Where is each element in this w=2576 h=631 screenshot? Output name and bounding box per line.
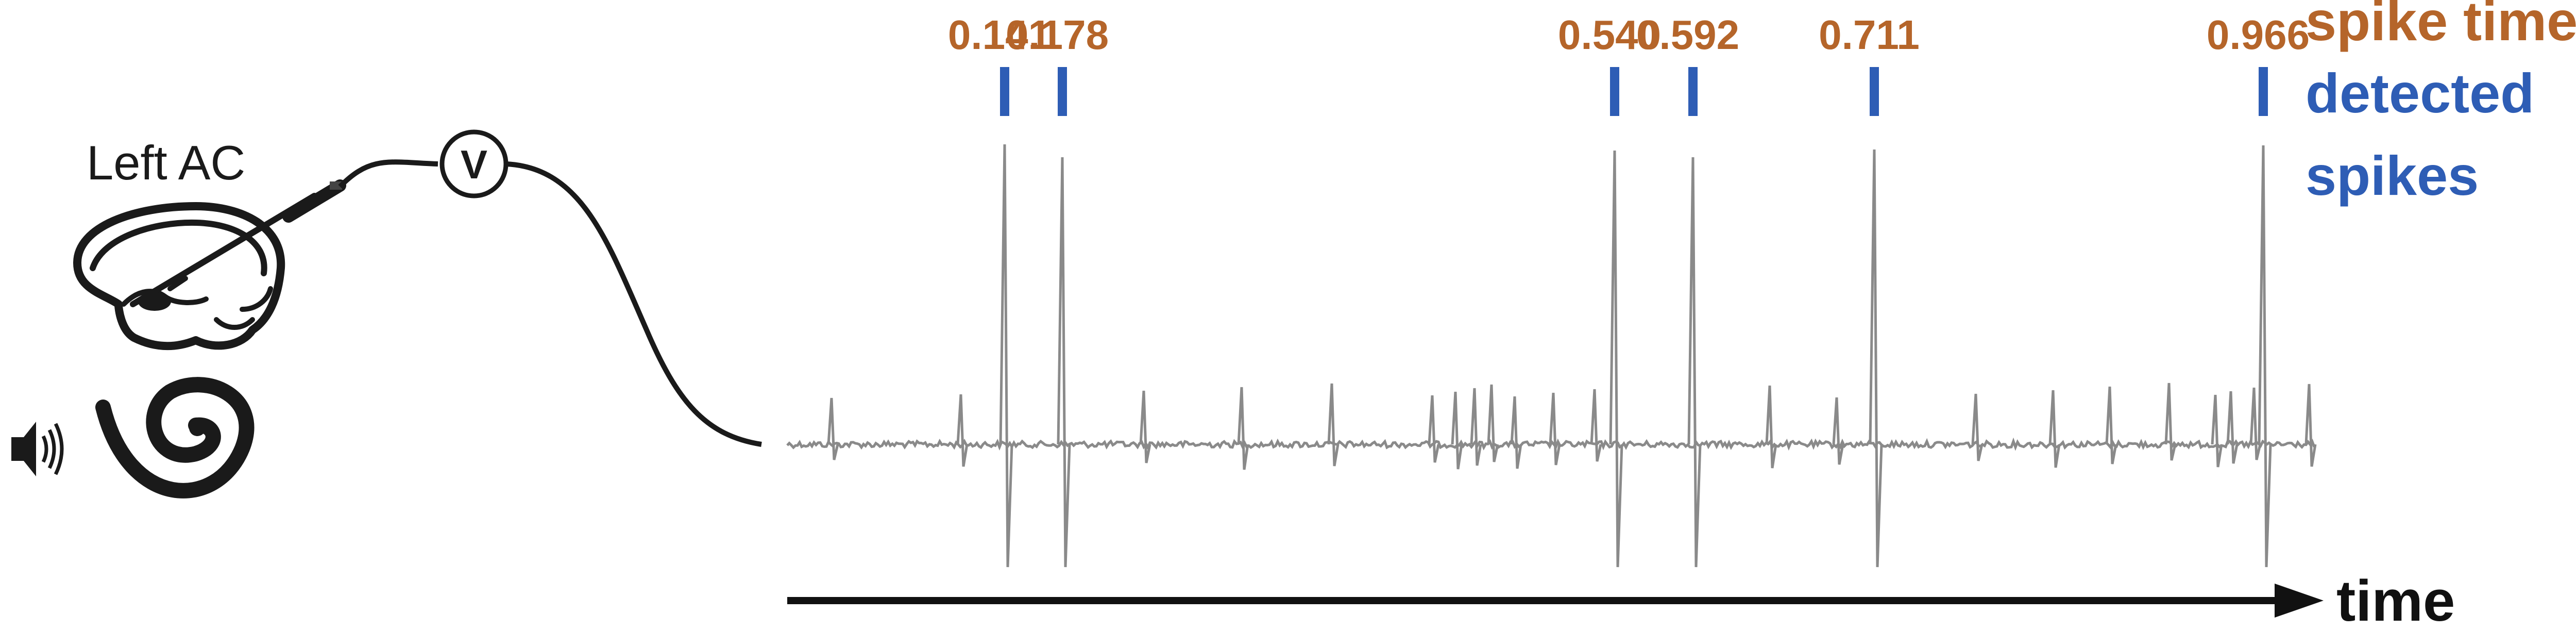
small-event <box>1765 385 1777 469</box>
small-event <box>1971 393 1984 461</box>
small-event <box>2249 387 2262 460</box>
time-arrow-head <box>2275 584 2324 618</box>
electrode-icon <box>130 179 346 307</box>
detected-spike-tick <box>1058 67 1067 116</box>
detected-spike-tick <box>1000 67 1009 116</box>
small-event <box>1237 387 1249 470</box>
brain-region-label: Left AC <box>87 136 245 190</box>
spike-time-label: 0.141 <box>948 12 1051 58</box>
signal-cable <box>505 161 762 447</box>
spike-waveform <box>2258 145 2272 568</box>
spike-time-label: 0.540 <box>1558 12 1661 58</box>
small-event <box>1428 395 1440 463</box>
small-event <box>1510 396 1522 469</box>
legend-spike-times: spike times <box>2306 0 2576 52</box>
detected-spike-tick <box>1688 67 1698 116</box>
small-event <box>956 394 969 467</box>
small-event <box>2164 383 2177 461</box>
brain-icon <box>73 202 285 351</box>
small-event <box>1470 388 1482 466</box>
detected-spike-ticks <box>1000 67 2268 116</box>
voltmeter-label: V <box>461 142 487 187</box>
legend-spikes: spikes <box>2306 144 2479 207</box>
speaker-icon <box>11 422 64 476</box>
spike-time-label: 0.178 <box>1006 12 1109 58</box>
spike-waveform <box>1687 157 1702 568</box>
spike-waveform <box>999 144 1013 568</box>
spike-time-label: 0.966 <box>2207 12 2310 58</box>
small-event <box>2211 394 2223 468</box>
small-event <box>1139 390 1151 463</box>
small-event <box>2105 386 2117 464</box>
detected-spike-tick <box>1870 67 1879 116</box>
time-axis <box>787 584 2324 618</box>
detected-spike-tick <box>2259 67 2268 116</box>
small-event <box>1487 384 1499 462</box>
electrode-cable <box>338 159 438 189</box>
spike-waveform <box>1057 157 1071 568</box>
cochlea-icon <box>95 377 255 499</box>
small-event <box>1327 383 1340 467</box>
small-event <box>1549 392 1561 466</box>
small-event <box>2048 390 2061 468</box>
small-event <box>2226 391 2239 464</box>
small-event <box>1832 397 1844 465</box>
voltmeter-icon: V <box>439 129 509 198</box>
small-event <box>2304 384 2317 467</box>
legend-detected: detected <box>2306 62 2534 124</box>
spike-time-label: 0.711 <box>1819 12 1920 58</box>
spike-waveform <box>1869 149 1883 568</box>
small-event <box>1451 391 1463 470</box>
detected-spike-tick <box>1610 67 1619 116</box>
small-event <box>827 397 839 460</box>
spike-waveform <box>1609 150 1623 568</box>
spike-time-label: 0.592 <box>1636 12 1739 58</box>
time-axis-label: time <box>2336 569 2455 628</box>
small-event <box>1590 389 1602 462</box>
recording-trace <box>786 144 2317 568</box>
